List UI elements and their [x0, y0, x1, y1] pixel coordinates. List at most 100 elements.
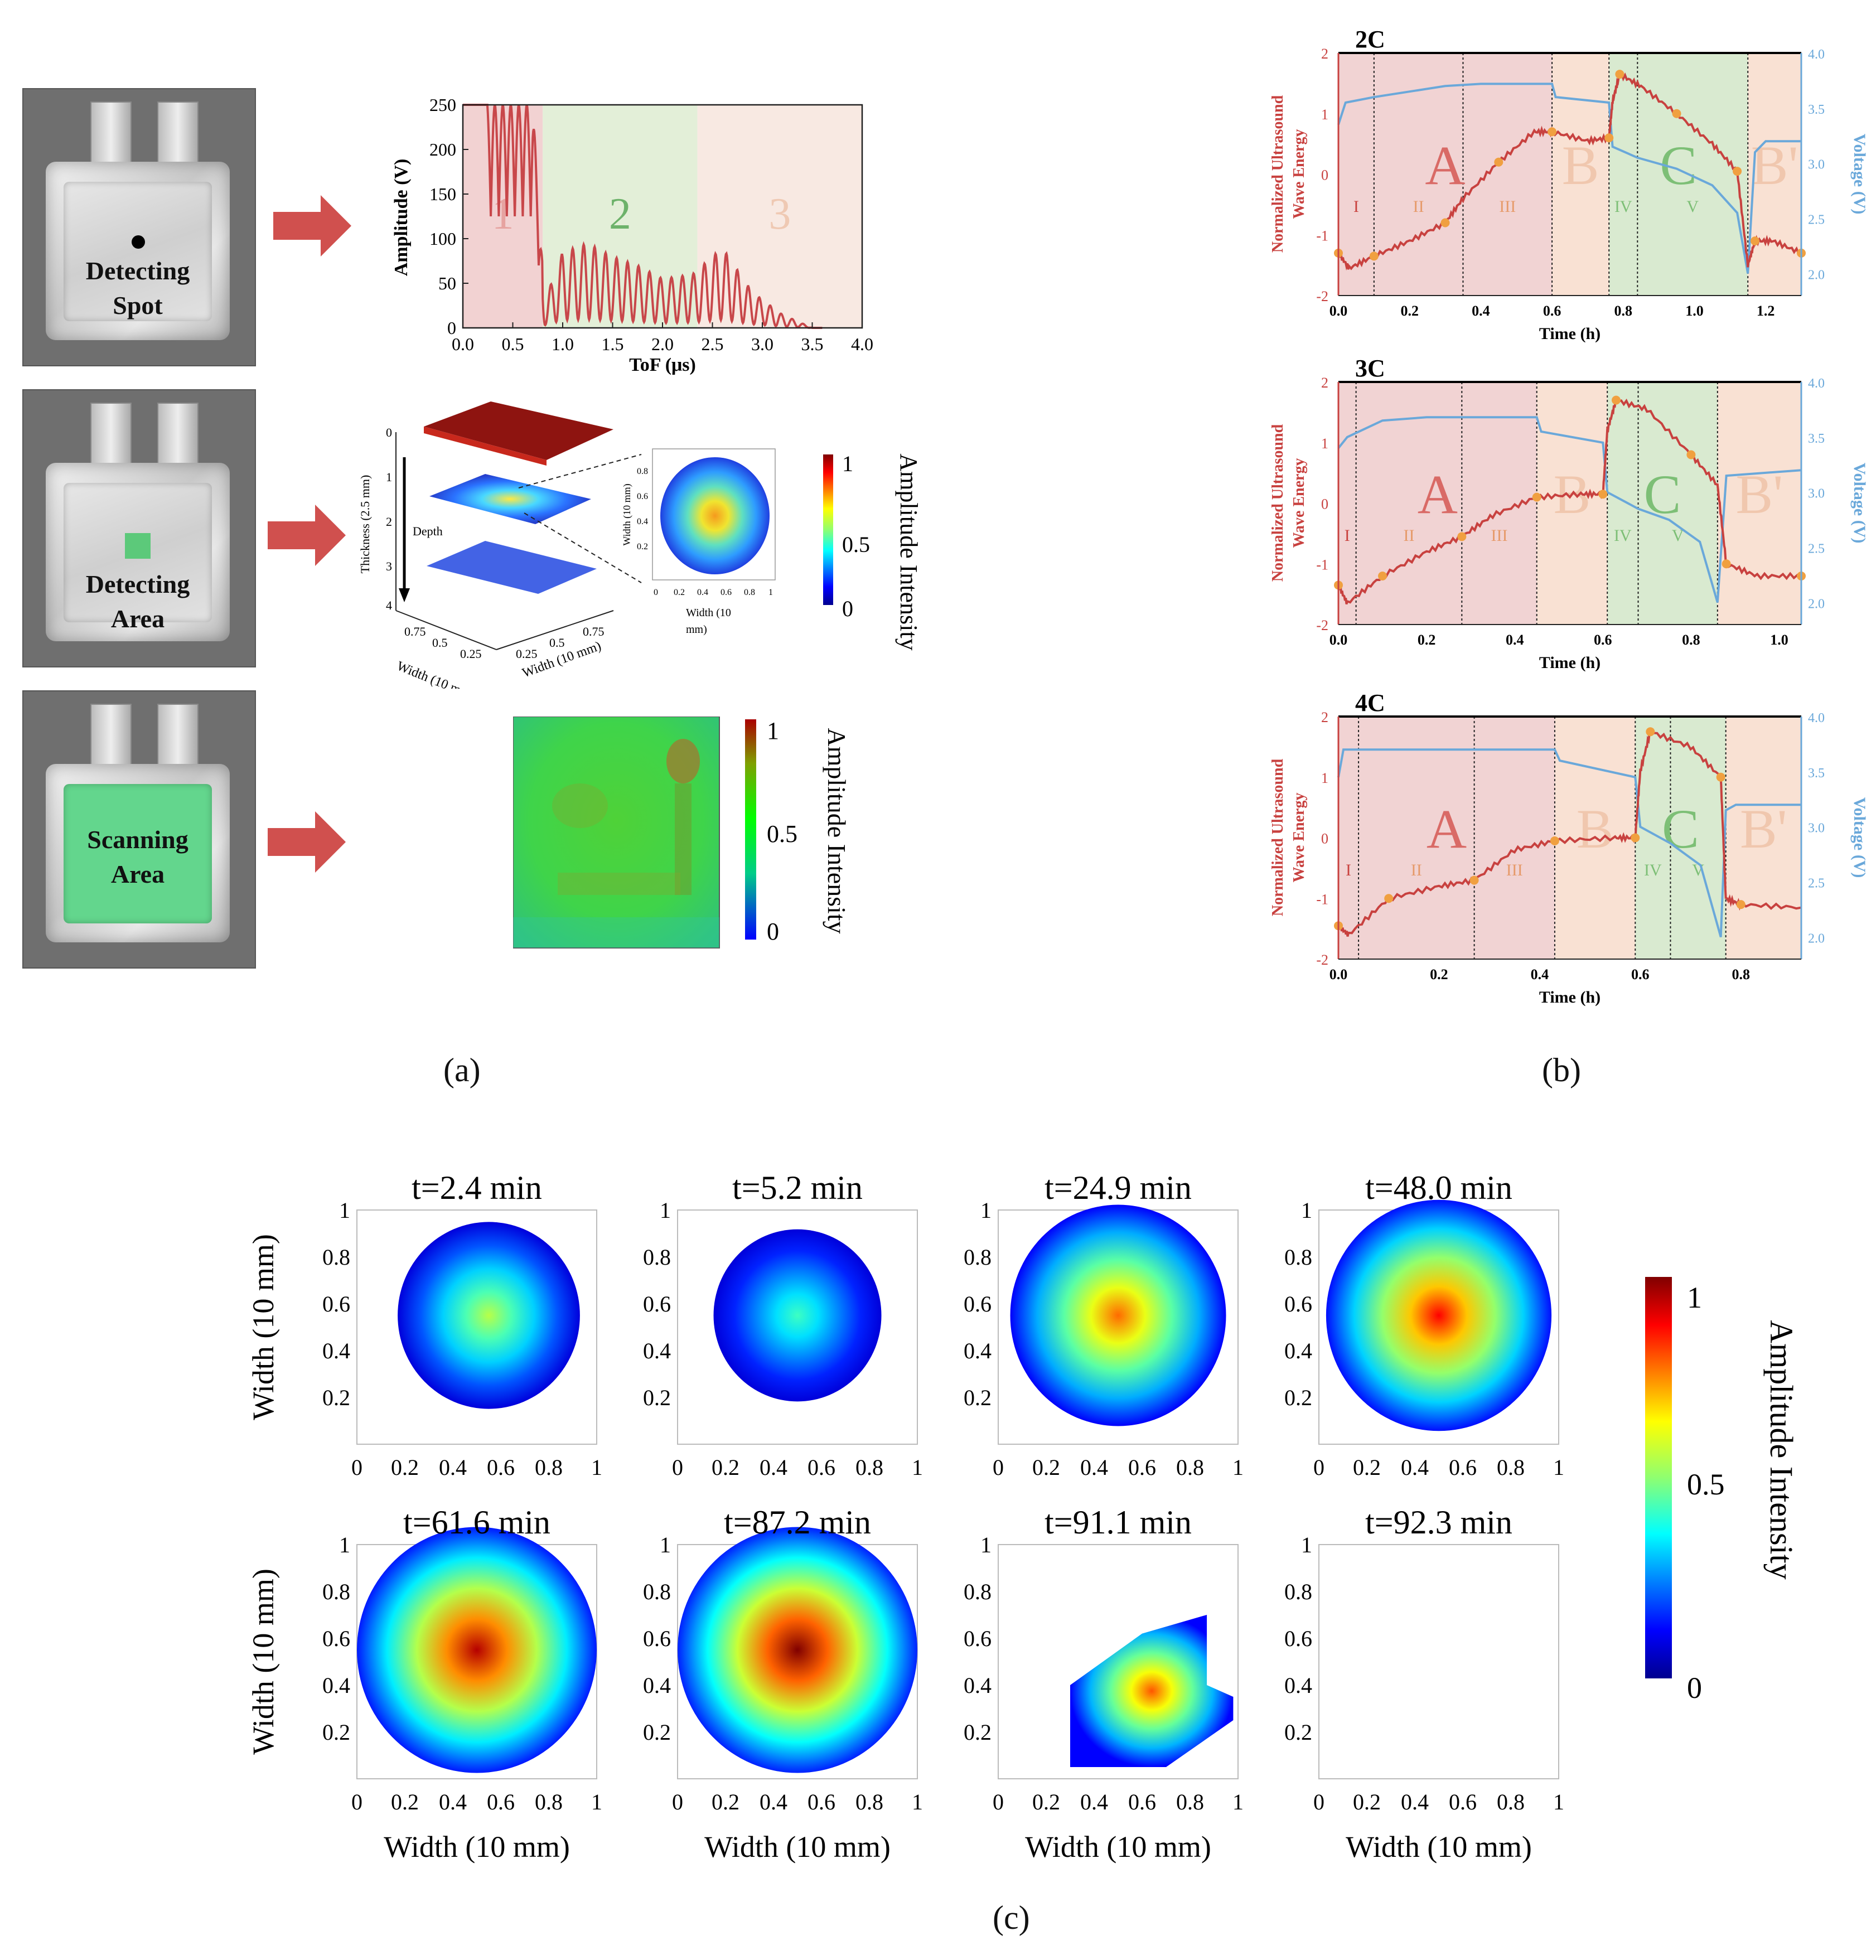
colorbar-jet-c: 1 0.5 0 Amplitude Intensity [1645, 1277, 1800, 1705]
x-tick: 0.2 [1353, 1455, 1381, 1480]
x-tick: 0.5 [432, 636, 448, 650]
x-tick: 0.8 [1497, 1455, 1525, 1480]
y-tick: 0.2 [322, 1720, 350, 1745]
phase-letter: A [1418, 463, 1458, 525]
y-right-tick: 3.5 [1808, 103, 1825, 117]
y-right-tick: 3.0 [1808, 821, 1825, 836]
x-tick: 0.6 [1594, 632, 1612, 648]
colorbar-tick: 1 [842, 451, 853, 476]
energy-marker [1646, 727, 1655, 737]
energy-marker [1604, 133, 1614, 143]
x-tick: 1.0 [1685, 303, 1704, 319]
x-tick: 0.4 [697, 588, 708, 597]
energy-marker [1612, 395, 1621, 405]
y-tick: 0.8 [322, 1579, 350, 1604]
y-tick: 1 [339, 1532, 350, 1557]
middle-layer [429, 474, 591, 524]
energy-marker [1631, 833, 1640, 843]
y-axis-label: Width (10 mm) [246, 1234, 280, 1420]
x-tick-label: 1.0 [552, 334, 574, 354]
energy-marker [1672, 109, 1681, 118]
y-tick: 0.6 [1284, 1626, 1312, 1651]
energy-marker [1378, 572, 1387, 580]
y-tick: 0.2 [643, 1720, 671, 1745]
x-tick: 0.4 [439, 1789, 467, 1814]
y-tick: 0.4 [322, 1338, 350, 1363]
battery-tab-right [157, 101, 199, 171]
y-tick: 0.4 [964, 1673, 992, 1698]
thickness-stack-3d: Depth 0 1 2 3 4 Thickness (2.5 mm) 0.75 … [358, 401, 642, 689]
detecting-spot-dot [132, 235, 145, 249]
phase-letter: B [1577, 798, 1614, 860]
y-tick: 1 [1301, 1532, 1312, 1557]
y-tick: 0.6 [643, 1291, 671, 1317]
y-tick: 1 [660, 1198, 671, 1223]
x-tick: 0.8 [1176, 1455, 1204, 1480]
y-left-tick: 2 [1321, 375, 1328, 391]
x-tick-label: 4.0 [851, 334, 873, 354]
x-tick: 0.2 [1032, 1789, 1060, 1814]
phase-band [1635, 717, 1726, 959]
energy-marker [1532, 492, 1541, 502]
y-left-label-line2: Wave Energy [1290, 129, 1308, 219]
y-tick: 0.6 [643, 1626, 671, 1651]
x-tick: 1 [1553, 1789, 1564, 1814]
x-tick: 0.4 [1080, 1789, 1108, 1814]
energy-marker [1440, 218, 1450, 228]
energy-marker [1736, 900, 1746, 909]
energy-marker [1716, 772, 1725, 782]
x-tick: 0.6 [487, 1789, 515, 1814]
y-left-tick: 0 [1321, 496, 1328, 512]
colorbar-gradient [823, 454, 833, 605]
heatmap-blob [713, 1229, 882, 1402]
roman-label: I [1345, 526, 1350, 545]
energy-marker [1615, 70, 1624, 79]
energy-marker [1722, 559, 1731, 569]
x-axis-label: Width (10 mm) [704, 1830, 891, 1864]
y-tick: 0.4 [964, 1338, 992, 1363]
y-tick-label: 0 [447, 318, 456, 338]
x-tick: 0.0 [1329, 303, 1348, 319]
y-tick: 0.6 [1284, 1291, 1312, 1317]
battery-tab-right [157, 704, 199, 773]
y-tick: 1 [980, 1198, 992, 1223]
y-tick: 0.2 [1284, 1720, 1312, 1745]
caption-b: (b) [1542, 1052, 1581, 1088]
heatmap-frame [1318, 1544, 1559, 1779]
slice-intensity-disk [660, 457, 770, 574]
battery-body: Detecting Spot [64, 182, 212, 321]
battery-body-scanned: Scanning Area [64, 784, 212, 923]
y-right-tick: 2.5 [1808, 542, 1825, 556]
y-tick: 0.4 [643, 1673, 671, 1698]
region-3-band [697, 105, 862, 328]
phase-letter: C [1644, 463, 1681, 525]
colorbar-gradient [1645, 1277, 1672, 1678]
amplitude-tof-chart: 1 2 3 0 50 100 150 200 250 0.0 0.5 1.0 1.5 2.0 2.5 3.… [391, 95, 873, 375]
phase-band [1725, 717, 1801, 959]
battery-pouch: Detecting Area [46, 463, 230, 641]
y-tick: 0.8 [637, 467, 648, 476]
energy-marker [1751, 236, 1759, 246]
x-tick: 0.4 [760, 1789, 787, 1814]
y-right-tick: 4.0 [1808, 711, 1825, 725]
colorbar-green-a: 1 0.5 0 Amplitude Intensity [745, 717, 851, 945]
roman-label: IV [1644, 861, 1662, 879]
y-tick: 0.6 [322, 1291, 350, 1317]
x-tick: 0.6 [1128, 1789, 1156, 1814]
x-tick: 0.2 [712, 1789, 739, 1814]
x-tick-label: 1.5 [602, 334, 624, 354]
y-left-tick: 2 [1321, 709, 1328, 725]
y-tick: 0.2 [964, 1385, 992, 1410]
heatmap-blob [1010, 1204, 1226, 1426]
colorbar-tick: 0.5 [1687, 1468, 1725, 1501]
y-axis-label: Amplitude (V) [391, 159, 412, 277]
colorbar-label: Amplitude Intensity [1763, 1320, 1800, 1580]
z-axis-label: Thickness (2.5 mm) [358, 475, 372, 574]
voltage-line [1337, 748, 1801, 938]
x-axis-label: Time (h) [1539, 988, 1601, 1006]
y-tick: 1 [660, 1532, 671, 1557]
y-right-tick: 3.5 [1808, 432, 1825, 446]
x-tick: 0.4 [1531, 966, 1549, 983]
caption-a: (a) [443, 1052, 481, 1088]
y-right-tick: 4.0 [1808, 47, 1825, 62]
